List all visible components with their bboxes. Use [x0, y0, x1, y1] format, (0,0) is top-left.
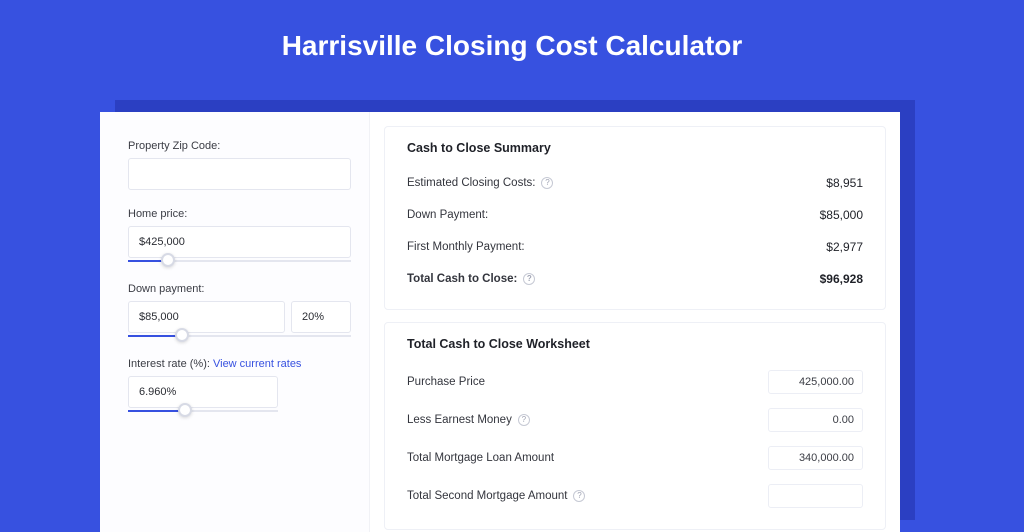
slider-thumb[interactable]: [178, 403, 192, 417]
summary-row-value: $85,000: [820, 208, 863, 222]
worksheet-row: Purchase Price: [407, 363, 863, 401]
zip-label: Property Zip Code:: [128, 140, 351, 152]
down-payment-label: Down payment:: [128, 283, 351, 295]
down-payment-input[interactable]: [128, 301, 285, 333]
summary-row-label: Estimated Closing Costs:?: [407, 177, 553, 189]
summary-row-label-text: First Monthly Payment:: [407, 241, 525, 253]
worksheet-row-input[interactable]: [768, 408, 863, 432]
interest-label: Interest rate (%): View current rates: [128, 358, 351, 370]
summary-panel: Cash to Close Summary Estimated Closing …: [384, 126, 886, 310]
worksheet-row-label: Less Earnest Money?: [407, 414, 530, 426]
summary-row: First Monthly Payment: $2,977: [407, 231, 863, 263]
worksheet-row-label-text: Less Earnest Money: [407, 414, 512, 426]
page-title: Harrisville Closing Cost Calculator: [0, 0, 1024, 84]
summary-row-label-text: Down Payment:: [407, 209, 488, 221]
help-icon[interactable]: ?: [523, 273, 535, 285]
interest-input[interactable]: [128, 376, 278, 408]
slider-thumb[interactable]: [175, 328, 189, 342]
results-panel: Cash to Close Summary Estimated Closing …: [370, 112, 900, 532]
help-icon[interactable]: ?: [518, 414, 530, 426]
home-price-label: Home price:: [128, 208, 351, 220]
worksheet-row-label-text: Purchase Price: [407, 376, 485, 388]
worksheet-row: Total Mortgage Loan Amount: [407, 439, 863, 477]
summary-row: Total Cash to Close:? $96,928: [407, 263, 863, 295]
worksheet-row: Less Earnest Money?: [407, 401, 863, 439]
field-home-price: Home price:: [128, 208, 351, 265]
field-down-payment: Down payment:: [128, 283, 351, 340]
summary-title: Cash to Close Summary: [407, 141, 863, 155]
interest-label-text: Interest rate (%):: [128, 358, 210, 370]
down-payment-pct-input[interactable]: [291, 301, 351, 333]
summary-row-value: $8,951: [826, 176, 863, 190]
worksheet-row: Total Second Mortgage Amount?: [407, 477, 863, 515]
worksheet-panel: Total Cash to Close Worksheet Purchase P…: [384, 322, 886, 530]
zip-input[interactable]: [128, 158, 351, 190]
summary-row-label: Down Payment:: [407, 209, 488, 221]
calculator-card: Property Zip Code: Home price: Down paym…: [100, 112, 900, 532]
worksheet-row-label-text: Total Second Mortgage Amount: [407, 490, 567, 502]
worksheet-row-input[interactable]: [768, 370, 863, 394]
summary-row-value: $2,977: [826, 240, 863, 254]
worksheet-row-label: Purchase Price: [407, 376, 485, 388]
summary-row-label: Total Cash to Close:?: [407, 273, 535, 285]
summary-row-label-text: Estimated Closing Costs:: [407, 177, 535, 189]
summary-row: Down Payment: $85,000: [407, 199, 863, 231]
inputs-panel: Property Zip Code: Home price: Down paym…: [100, 112, 370, 532]
help-icon[interactable]: ?: [573, 490, 585, 502]
summary-row-label: First Monthly Payment:: [407, 241, 525, 253]
worksheet-row-label-text: Total Mortgage Loan Amount: [407, 452, 554, 464]
down-payment-slider[interactable]: [128, 332, 351, 340]
slider-fill: [128, 410, 185, 412]
field-interest: Interest rate (%): View current rates: [128, 358, 351, 415]
slider-thumb[interactable]: [161, 253, 175, 267]
help-icon[interactable]: ?: [541, 177, 553, 189]
field-zip: Property Zip Code:: [128, 140, 351, 190]
view-rates-link[interactable]: View current rates: [213, 358, 301, 370]
home-price-input[interactable]: [128, 226, 351, 258]
summary-row: Estimated Closing Costs:? $8,951: [407, 167, 863, 199]
summary-row-value: $96,928: [820, 272, 863, 286]
worksheet-row-label: Total Mortgage Loan Amount: [407, 452, 554, 464]
worksheet-row-input[interactable]: [768, 446, 863, 470]
worksheet-title: Total Cash to Close Worksheet: [407, 337, 863, 351]
worksheet-row-label: Total Second Mortgage Amount?: [407, 490, 585, 502]
summary-row-label-text: Total Cash to Close:: [407, 273, 517, 285]
home-price-slider[interactable]: [128, 257, 351, 265]
interest-slider[interactable]: [128, 407, 278, 415]
worksheet-row-input[interactable]: [768, 484, 863, 508]
slider-fill: [128, 335, 182, 337]
